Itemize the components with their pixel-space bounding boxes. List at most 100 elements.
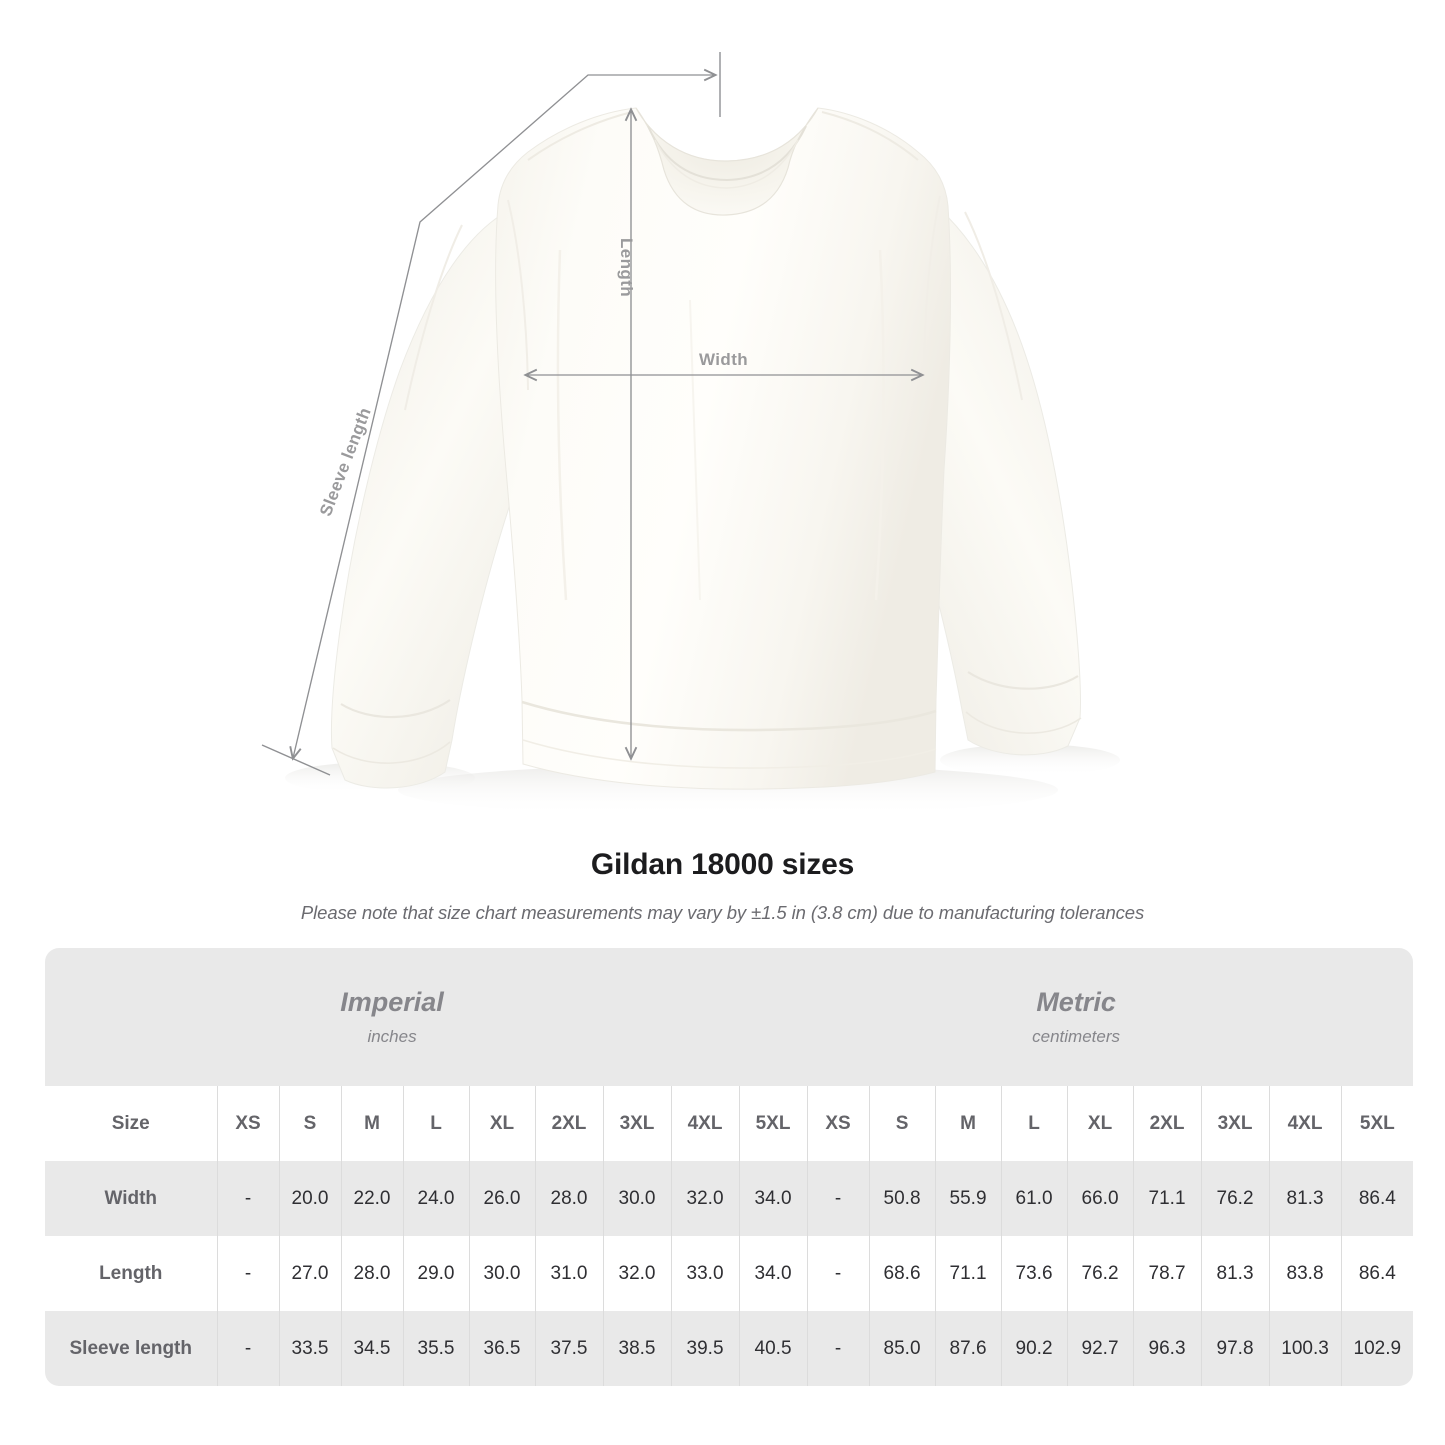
- col-header-imperial-5xl: 5XL: [738, 1086, 808, 1161]
- cell-length-imperial-m: 28.0: [340, 1236, 403, 1311]
- cell-length-imperial-xl: 30.0: [468, 1236, 535, 1311]
- col-header-metric-s: S: [868, 1086, 936, 1161]
- cell-width-imperial-s: 20.0: [278, 1161, 341, 1236]
- cell-sleeve-imperial-3xl: 38.5: [602, 1311, 671, 1386]
- cell-length-metric-5xl: 86.4: [1340, 1236, 1414, 1311]
- unit-header-row: Imperial inches Metric centimeters: [45, 948, 1414, 1086]
- sleeve-length-line: [293, 75, 715, 758]
- cell-length-metric-2xl: 78.7: [1132, 1236, 1202, 1311]
- imperial-unit-sub: inches: [367, 1027, 417, 1047]
- cell-sleeve-metric-3xl: 97.8: [1200, 1311, 1270, 1386]
- cell-length-imperial-s: 27.0: [278, 1236, 341, 1311]
- corner-header: Size: [45, 1086, 217, 1161]
- cell-length-imperial-l: 29.0: [402, 1236, 469, 1311]
- cell-length-metric-xs: -: [806, 1236, 870, 1311]
- cell-width-metric-5xl: 86.4: [1340, 1161, 1414, 1236]
- body-fold-right: [874, 249, 885, 601]
- right-cuff-shadow: [940, 744, 1120, 776]
- cell-sleeve-imperial-xs: -: [216, 1311, 279, 1386]
- cell-length-imperial-xs: -: [216, 1236, 279, 1311]
- col-header-metric-m: M: [934, 1086, 1002, 1161]
- cell-width-metric-xl: 66.0: [1066, 1161, 1134, 1236]
- col-header-metric-l: L: [1000, 1086, 1068, 1161]
- cell-width-imperial-2xl: 28.0: [534, 1161, 603, 1236]
- sleeve-cuff-tick: [261, 744, 331, 776]
- col-header-imperial-xs: XS: [216, 1086, 279, 1161]
- col-header-metric-5xl: 5XL: [1340, 1086, 1414, 1161]
- right-cuff-seam: [967, 671, 1079, 690]
- cell-width-imperial-l: 24.0: [402, 1161, 469, 1236]
- col-header-metric-4xl: 4XL: [1268, 1086, 1342, 1161]
- right-cuff-edge: [965, 711, 1082, 734]
- row-header-width: Width: [45, 1161, 217, 1236]
- col-header-imperial-3xl: 3XL: [602, 1086, 671, 1161]
- col-header-imperial-s: S: [278, 1086, 341, 1161]
- cell-sleeve-metric-5xl: 102.9: [1340, 1311, 1414, 1386]
- page-title: Gildan 18000 sizes: [590, 848, 855, 881]
- metric-unit-sub: centimeters: [1032, 1027, 1121, 1047]
- imperial-label: Imperial: [340, 987, 444, 1018]
- cell-length-metric-l: 73.6: [1000, 1236, 1068, 1311]
- table-row: Sleeve length - 33.5 34.5 35.5 36.5 37.5…: [45, 1311, 1414, 1386]
- size-chart-container: Imperial inches Metric centimeters Size …: [45, 948, 1414, 1386]
- col-header-metric-xl: XL: [1066, 1086, 1134, 1161]
- cell-sleeve-metric-xs: -: [806, 1311, 870, 1386]
- cell-length-metric-m: 71.1: [934, 1236, 1002, 1311]
- cell-width-metric-2xl: 71.1: [1132, 1161, 1202, 1236]
- cell-length-metric-4xl: 83.8: [1268, 1236, 1342, 1311]
- imperial-unit-cell: Imperial inches: [45, 948, 740, 1086]
- col-header-metric-3xl: 3XL: [1200, 1086, 1270, 1161]
- cell-sleeve-metric-xl: 92.7: [1066, 1311, 1134, 1386]
- col-header-imperial-4xl: 4XL: [670, 1086, 740, 1161]
- col-header-imperial-l: L: [402, 1086, 469, 1161]
- cell-length-imperial-3xl: 32.0: [602, 1236, 671, 1311]
- cell-width-imperial-m: 22.0: [340, 1161, 403, 1236]
- right-shoulder-seam: [821, 111, 919, 161]
- cell-sleeve-imperial-l: 35.5: [402, 1311, 469, 1386]
- col-header-metric-2xl: 2XL: [1132, 1086, 1202, 1161]
- right-sleeve-fold: [964, 211, 1023, 401]
- size-chart-table: Imperial inches Metric centimeters Size …: [45, 948, 1414, 1386]
- cell-length-metric-xl: 76.2: [1066, 1236, 1134, 1311]
- col-header-imperial-2xl: 2XL: [534, 1086, 603, 1161]
- cell-sleeve-imperial-m: 34.5: [340, 1311, 403, 1386]
- col-header-imperial-m: M: [340, 1086, 403, 1161]
- cell-width-imperial-3xl: 30.0: [602, 1161, 671, 1236]
- cell-sleeve-metric-2xl: 96.3: [1132, 1311, 1202, 1386]
- cell-sleeve-imperial-4xl: 39.5: [670, 1311, 740, 1386]
- cell-length-imperial-2xl: 31.0: [534, 1236, 603, 1311]
- cell-sleeve-imperial-xl: 36.5: [468, 1311, 535, 1386]
- metric-unit-cell: Metric centimeters: [739, 948, 1414, 1086]
- tolerance-note: Please note that size chart measurements…: [300, 902, 1145, 923]
- right-armhole-seam: [923, 195, 941, 383]
- metric-label: Metric: [1036, 987, 1116, 1018]
- cell-length-imperial-5xl: 34.0: [738, 1236, 808, 1311]
- cell-sleeve-imperial-2xl: 37.5: [534, 1311, 603, 1386]
- row-header-length: Length: [45, 1236, 217, 1311]
- cell-length-metric-3xl: 81.3: [1200, 1236, 1270, 1311]
- table-row: Length - 27.0 28.0 29.0 30.0 31.0 32.0 3…: [45, 1236, 1414, 1311]
- col-header-imperial-xl: XL: [468, 1086, 535, 1161]
- cell-sleeve-imperial-s: 33.5: [278, 1311, 341, 1386]
- cell-length-metric-s: 68.6: [868, 1236, 936, 1311]
- cell-width-imperial-xs: -: [216, 1161, 279, 1236]
- cell-width-metric-4xl: 81.3: [1268, 1161, 1342, 1236]
- cell-width-imperial-xl: 26.0: [468, 1161, 535, 1236]
- cell-sleeve-metric-m: 87.6: [934, 1311, 1002, 1386]
- col-header-metric-xs: XS: [806, 1086, 870, 1161]
- cell-width-metric-3xl: 76.2: [1200, 1161, 1270, 1236]
- cell-sleeve-metric-s: 85.0: [868, 1311, 936, 1386]
- cell-width-imperial-5xl: 34.0: [738, 1161, 808, 1236]
- size-header-row: Size XS S M L XL 2XL 3XL 4XL 5XL XS S M …: [45, 1086, 1414, 1161]
- cell-width-imperial-4xl: 32.0: [670, 1161, 740, 1236]
- cell-sleeve-imperial-5xl: 40.5: [738, 1311, 808, 1386]
- cell-width-metric-s: 50.8: [868, 1161, 936, 1236]
- table-row: Width - 20.0 22.0 24.0 26.0 28.0 30.0 32…: [45, 1161, 1414, 1236]
- cell-sleeve-metric-l: 90.2: [1000, 1311, 1068, 1386]
- cell-width-metric-xs: -: [806, 1161, 870, 1236]
- sweatshirt-illustration: [261, 52, 1120, 816]
- length-dimension-label: Length: [617, 238, 636, 298]
- garment-diagram: Length Width Sleeve length: [261, 52, 1120, 816]
- cell-width-metric-l: 61.0: [1000, 1161, 1068, 1236]
- row-header-sleeve-length: Sleeve length: [45, 1311, 217, 1386]
